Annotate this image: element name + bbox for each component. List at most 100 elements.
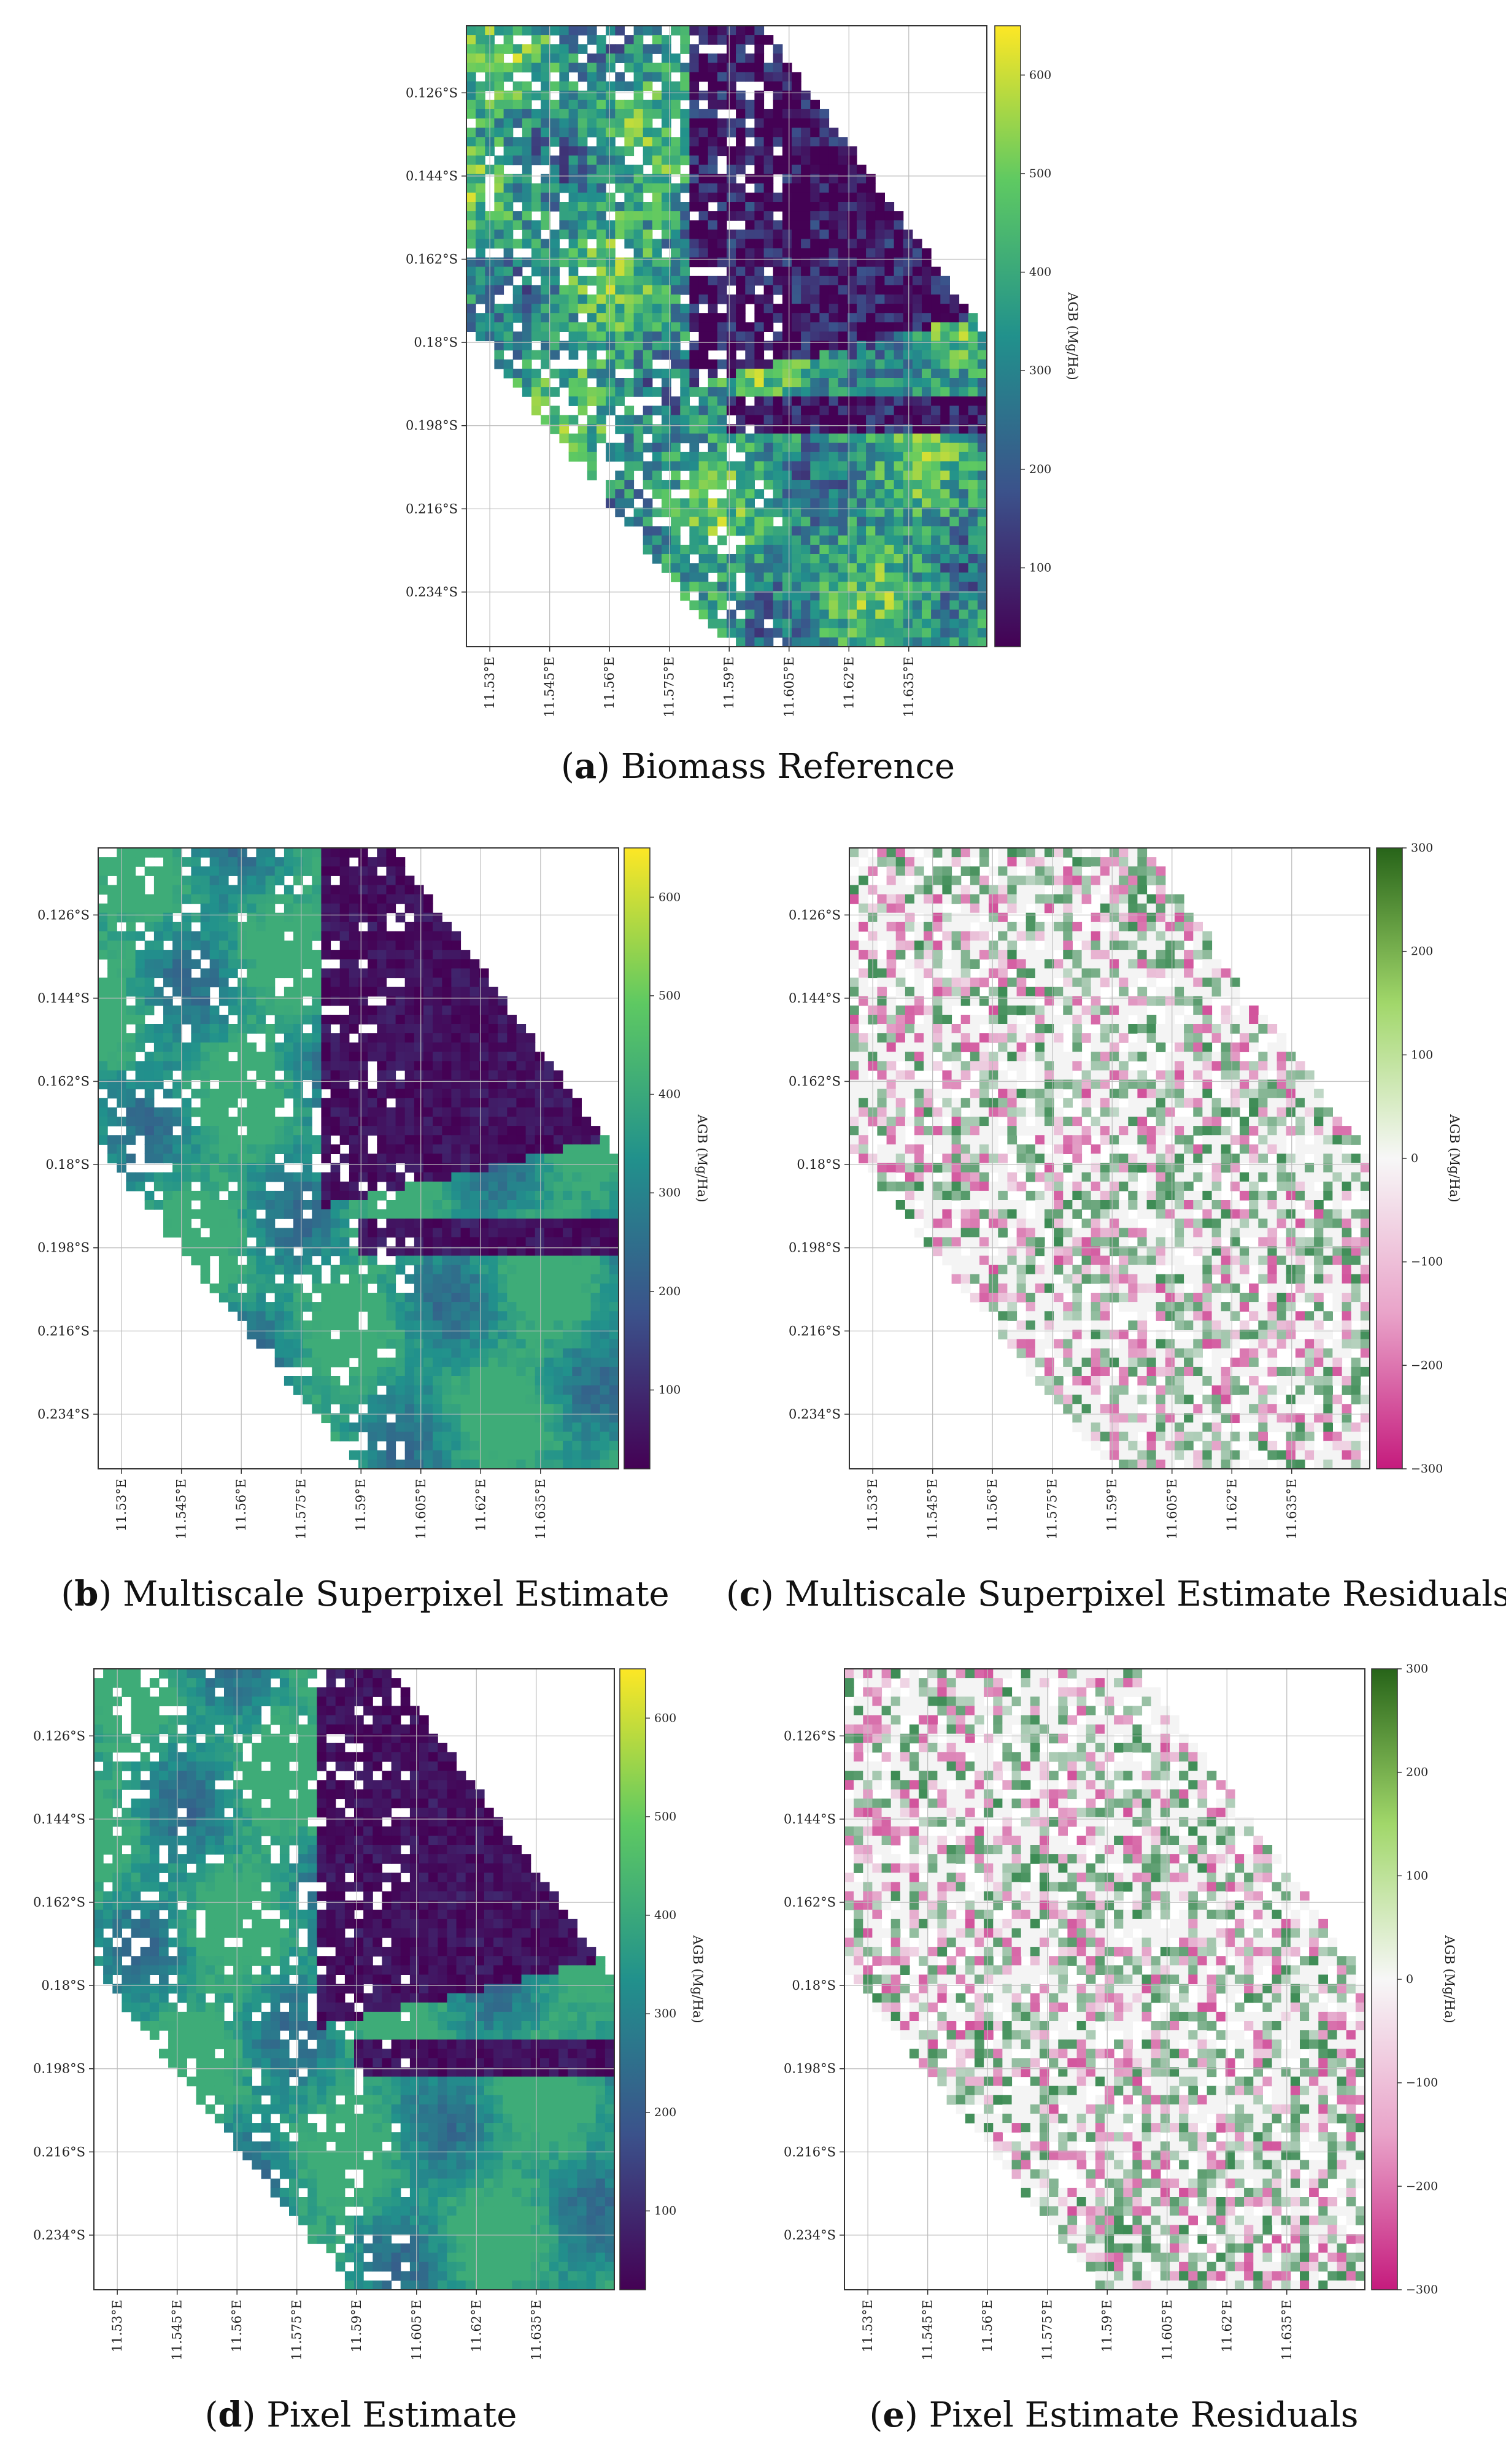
colorbar-tick-label: 0 (1406, 1973, 1413, 1986)
y-tick-label: 0.234°S (33, 2228, 85, 2243)
colorbar-tick-label: 100 (1411, 1048, 1433, 1061)
x-tick-label: 11.575°E (662, 656, 677, 717)
colorbar-tick-label: 300 (658, 1186, 681, 1199)
colorbar-tick-label: 200 (658, 1285, 681, 1298)
y-tick-label: 0.126°S (784, 1728, 836, 1743)
colorbar-tick-label: 400 (654, 1909, 676, 1922)
y-tick-label: 0.216°S (789, 1323, 841, 1338)
y-tick-label: 0.162°S (789, 1074, 841, 1089)
x-tick-label: 11.53°E (114, 1479, 129, 1531)
colorbar-label: AGB (Mg/Ha) (1442, 1935, 1457, 2023)
colorbar-label: AGB (Mg/Ha) (690, 1935, 705, 2023)
colorbar-tick-label: 400 (658, 1088, 681, 1101)
y-tick-label: 0.18°S (41, 1978, 85, 1993)
map-raster (98, 848, 619, 1469)
x-tick-label: 11.605°E (782, 656, 797, 717)
colorbar-tick-label: 0 (1411, 1152, 1418, 1165)
panel-caption: (b) Multiscale Superpixel Estimate (61, 1574, 669, 1614)
colorbar-label: AGB (Mg/Ha) (1065, 291, 1080, 380)
map-frame (93, 1668, 615, 2290)
x-tick-label: 11.53°E (865, 1479, 880, 1531)
x-tick-label: 11.605°E (409, 2300, 424, 2360)
colorbar-tick-label: 400 (1029, 266, 1051, 279)
x-tick-label: 11.53°E (110, 2300, 125, 2352)
y-tick-label: 0.144°S (789, 991, 841, 1006)
y-tick-label: 0.144°S (33, 1812, 85, 1827)
x-tick-label: 11.545°E (921, 2300, 935, 2360)
map-frame (844, 1668, 1365, 2290)
colorbar-tick-label: 200 (1406, 1766, 1428, 1779)
x-tick-label: 11.56°E (980, 2300, 995, 2352)
y-tick-label: 0.234°S (406, 585, 458, 599)
y-tick-label: 0.126°S (33, 1728, 85, 1743)
x-tick-label: 11.635°E (1284, 1479, 1299, 1539)
colorbar-tick-label: 300 (654, 2007, 676, 2020)
x-tick-label: 11.59°E (349, 2300, 364, 2352)
map-raster (466, 26, 987, 647)
colorbar-tick-label: 200 (1029, 463, 1051, 476)
x-tick-label: 11.575°E (294, 1479, 309, 1539)
x-tick-label: 11.62°E (1224, 1479, 1239, 1531)
x-tick-label: 11.62°E (469, 2300, 484, 2352)
colorbar-tick-label: 300 (1411, 841, 1433, 855)
panel-caption: (d) Pixel Estimate (205, 2395, 517, 2435)
y-tick-label: 0.198°S (406, 418, 458, 433)
colorbar-tick-label: 300 (1406, 1662, 1428, 1676)
y-tick-label: 0.144°S (37, 991, 90, 1006)
panel-e: 11.53°E 11.545°E 11.56°E 11.575°E 11.59°E 11.… (784, 1662, 1457, 2435)
map-raster (849, 848, 1370, 1469)
map-frame (849, 847, 1370, 1469)
colorbar-tick-label: 200 (654, 2106, 676, 2119)
panel-a: 11.53°E 11.545°E 11.56°E 11.575°E 11.59°E 11.… (406, 25, 1080, 787)
panel-caption: (e) Pixel Estimate Residuals (869, 2395, 1358, 2435)
x-tick-label: 11.56°E (602, 656, 617, 709)
y-tick-label: 0.198°S (789, 1241, 841, 1255)
y-tick-label: 0.18°S (414, 335, 458, 350)
x-tick-label: 11.59°E (722, 656, 736, 709)
colorbar-tick-label: −200 (1411, 1358, 1443, 1372)
y-tick-label: 0.216°S (33, 2144, 85, 2159)
colorbar-tick-label: −100 (1406, 2076, 1438, 2090)
x-tick-label: 11.56°E (985, 1479, 1000, 1531)
colorbar-label: AGB (Mg/Ha) (695, 1114, 709, 1202)
x-tick-label: 11.56°E (230, 2300, 244, 2352)
y-tick-label: 0.234°S (784, 2228, 836, 2243)
x-tick-label: 11.59°E (1105, 1479, 1119, 1531)
map-raster (844, 1669, 1365, 2290)
y-tick-label: 0.162°S (784, 1895, 836, 1910)
y-tick-label: 0.126°S (789, 907, 841, 922)
y-tick-label: 0.216°S (37, 1323, 90, 1338)
x-tick-label: 11.62°E (473, 1479, 488, 1531)
x-tick-label: 11.59°E (1100, 2300, 1114, 2352)
y-tick-label: 0.162°S (37, 1074, 90, 1089)
panel-c: 11.53°E 11.545°E 11.56°E 11.575°E 11.59°E 11.… (726, 841, 1506, 1614)
map-raster (94, 1669, 615, 2290)
x-tick-label: 11.56°E (234, 1479, 249, 1531)
y-tick-label: 0.18°S (792, 1978, 836, 1993)
panel-d: 11.53°E 11.545°E 11.56°E 11.575°E 11.59°E 11.… (33, 1668, 705, 2435)
x-tick-label: 11.635°E (533, 1479, 548, 1539)
y-tick-label: 0.126°S (406, 85, 458, 100)
colorbar-tick-label: 300 (1029, 364, 1051, 377)
x-tick-label: 11.575°E (1040, 2300, 1055, 2360)
y-tick-label: 0.162°S (33, 1895, 85, 1910)
y-tick-label: 0.234°S (37, 1407, 90, 1422)
x-tick-label: 11.545°E (925, 1479, 940, 1539)
colorbar (1376, 847, 1403, 1469)
y-tick-label: 0.216°S (406, 501, 458, 516)
colorbar-tick-label: 600 (654, 1711, 676, 1725)
y-tick-label: 0.198°S (37, 1241, 90, 1255)
colorbar-tick-label: 600 (658, 890, 681, 904)
colorbar (624, 847, 651, 1469)
panel-caption: (c) Multiscale Superpixel Estimate Resid… (726, 1574, 1506, 1614)
panel-caption: (a) Biomass Reference (561, 746, 955, 787)
x-tick-label: 11.545°E (170, 2300, 185, 2360)
x-tick-label: 11.635°E (529, 2300, 544, 2360)
colorbar-tick-label: 500 (1029, 167, 1051, 180)
map-frame (98, 847, 619, 1469)
x-tick-label: 11.605°E (1160, 2300, 1175, 2360)
panel-b: 11.53°E 11.545°E 11.56°E 11.575°E 11.59°E 11.… (37, 847, 709, 1614)
y-tick-label: 0.162°S (406, 252, 458, 267)
x-tick-label: 11.62°E (1219, 2300, 1234, 2352)
